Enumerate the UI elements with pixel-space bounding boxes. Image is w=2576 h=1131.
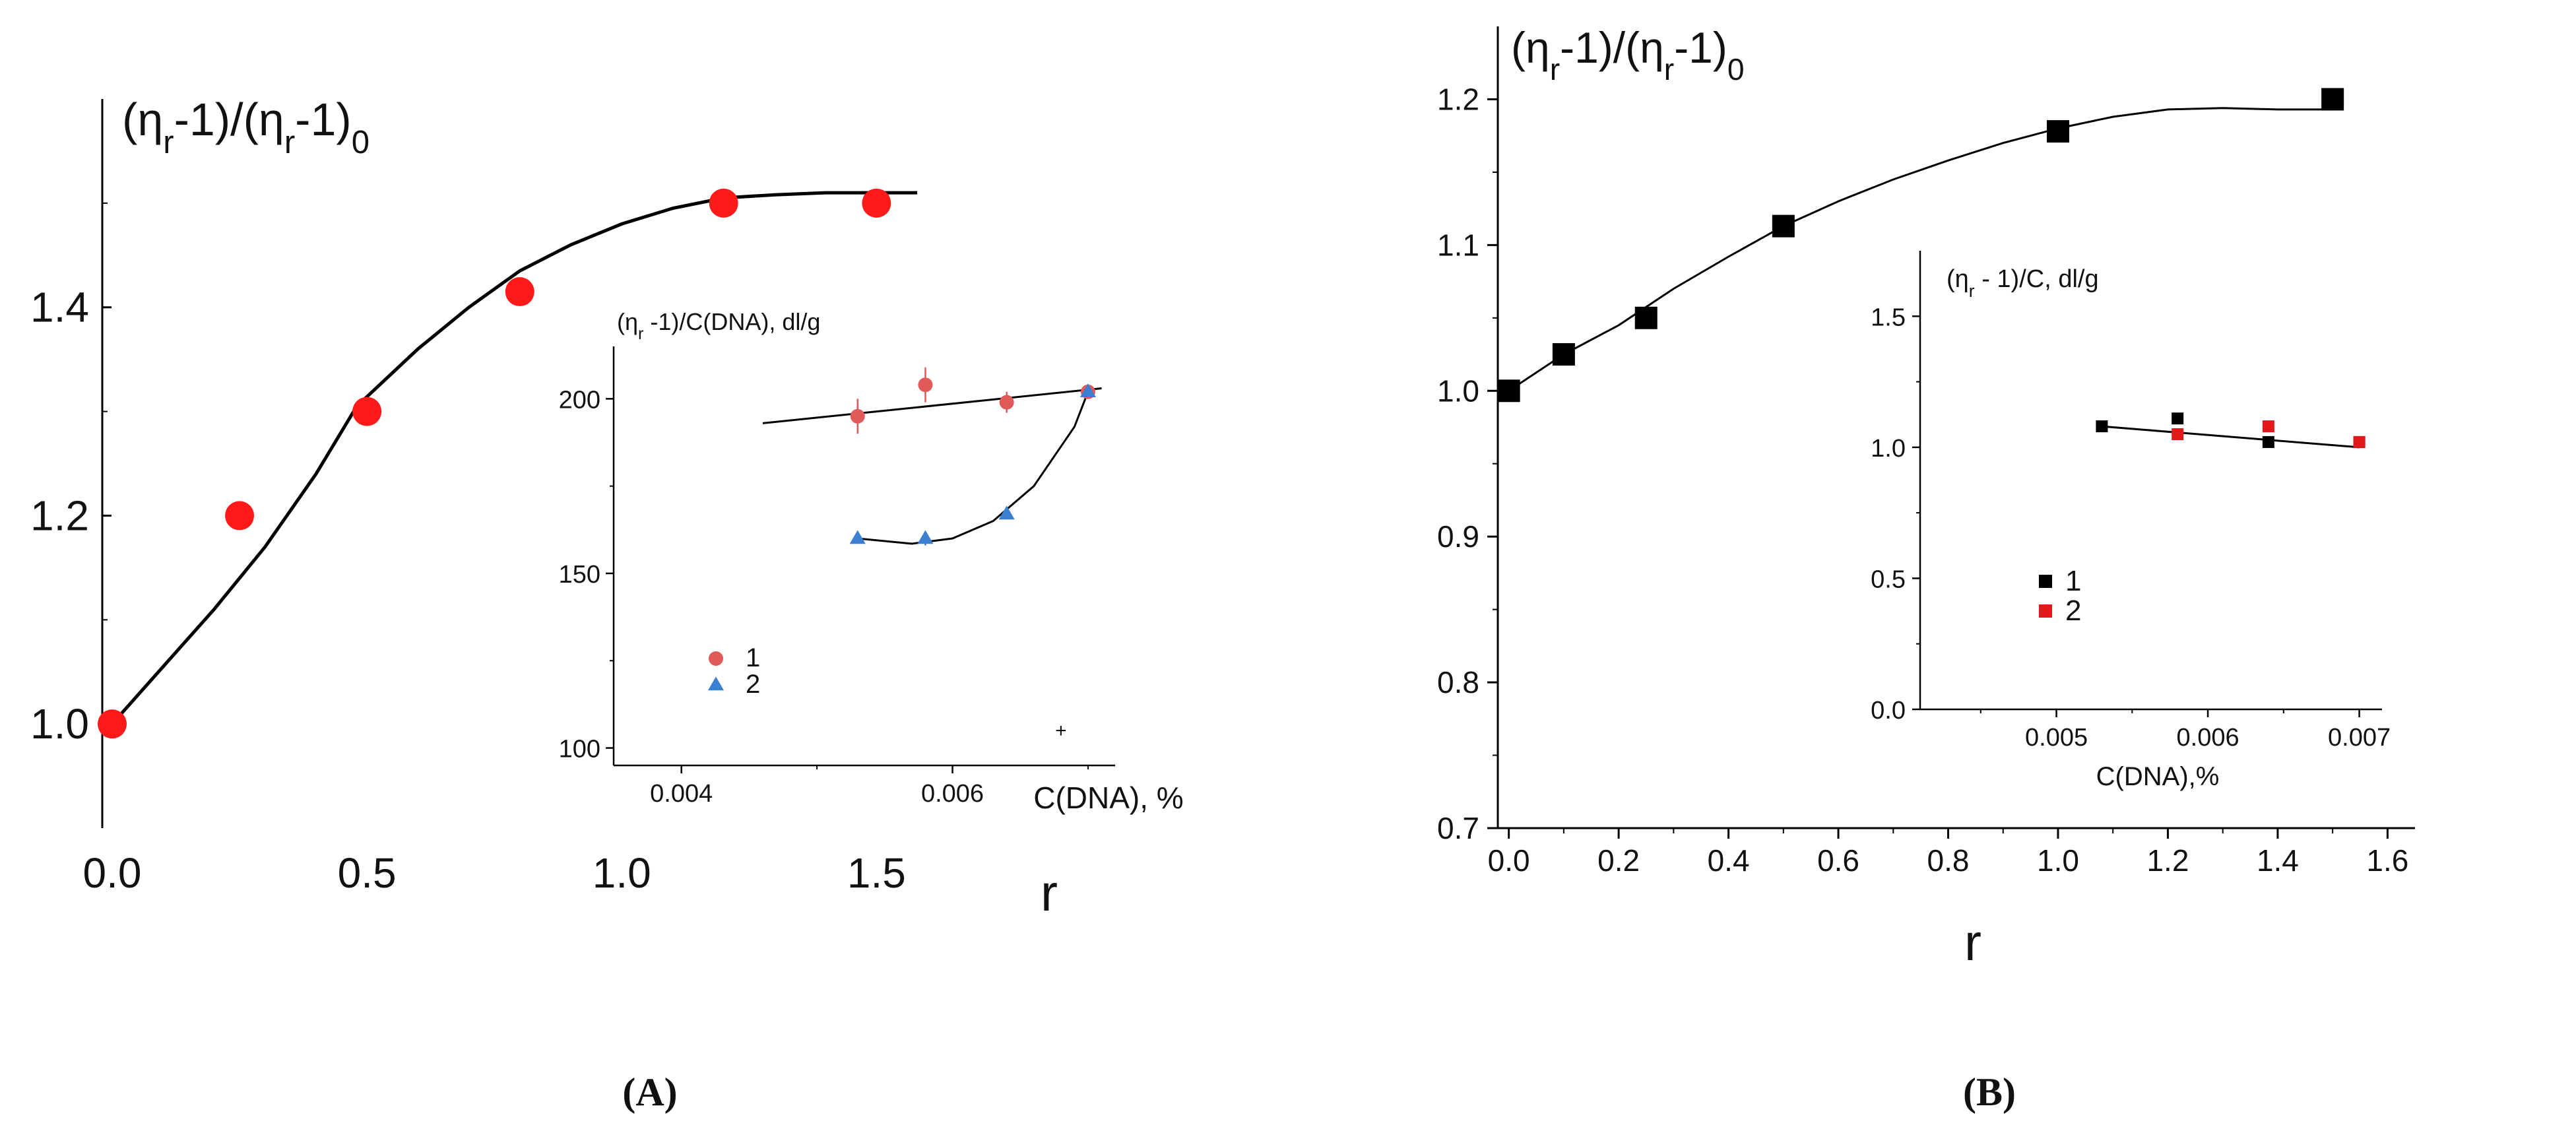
inset-a-legend-label-1: 1: [746, 643, 760, 672]
x-tick-label: 0.4: [1708, 843, 1750, 878]
x-tick-label: 1.0: [593, 849, 651, 897]
data-point: [709, 188, 738, 218]
inset-b-y-tick-label: 1.5: [1871, 304, 1906, 331]
inset-a-fit-line-2: [857, 391, 1089, 545]
inset-b-legend-marker-2: [2039, 604, 2052, 618]
x-tick-label: 0.0: [83, 849, 142, 897]
data-point: [505, 277, 534, 307]
inset-a-point-series-1: [850, 408, 865, 424]
inset-a-point-series-1: [918, 377, 933, 393]
x-axis-label: r: [1964, 913, 1981, 971]
inset-b-point-series-1: [2172, 412, 2184, 425]
inset-b-legend-label-2: 2: [2065, 595, 2081, 627]
y-tick-label: 1.0: [30, 700, 89, 748]
x-tick-label: 1.4: [2257, 843, 2299, 878]
inset-a-stray-mark: +: [1055, 720, 1067, 742]
data-point: [352, 397, 382, 426]
y-tick-label: 1.2: [1437, 82, 1479, 116]
inset-b-x-tick-label: 0.005: [2025, 724, 2088, 752]
inset-a-x-label: C(DNA), %: [1033, 781, 1183, 815]
y-tick-label: 0.9: [1437, 519, 1479, 554]
y-axis-label: (ηr-1)/(ηr-1)0: [122, 94, 370, 160]
inset-a-legend-marker-2: [707, 676, 724, 691]
inset-a-y-tick-label: 200: [559, 386, 600, 414]
y-tick-label: 1.0: [1437, 373, 1479, 408]
x-tick-label: 0.0: [1488, 843, 1530, 878]
inset-a-legend-label-2: 2: [746, 670, 760, 699]
inset-a-point-series-2: [1079, 383, 1097, 398]
data-point: [98, 709, 127, 739]
inset-a-point-series-1: [999, 395, 1014, 410]
inset-a-point-series-2: [917, 530, 934, 544]
chart-a: 1.0 1.2 1.4 0.0 0.5 1.0 1.5 r (ηr-1)/(ηr-1)0 100 1…: [30, 94, 1184, 1114]
data-point: [1552, 343, 1575, 366]
inset-a-x-tick-label: 0.006: [921, 780, 984, 808]
x-tick-label: 1.0: [2037, 843, 2079, 878]
inset-b-point-series-2: [2353, 436, 2366, 448]
inset-b-legend-marker-1: [2039, 575, 2052, 588]
inset-b-point-series-2: [2262, 420, 2274, 433]
x-axis-label: r: [1041, 864, 1058, 922]
x-tick-label: 0.5: [338, 849, 397, 897]
inset-b-x-tick-label: 0.006: [2177, 724, 2239, 752]
panel-label-a: (A): [622, 1070, 677, 1114]
y-axis-label: (ηr-1)/(ηr-1)0: [1511, 23, 1745, 86]
x-tick-label: 0.2: [1597, 843, 1640, 878]
chart-b: 0.7 0.8 0.9 1.0 1.1 1.2 0.0 0.2 0.4 0.6 0.8 1.0 1.2 1…: [1437, 23, 2415, 1114]
inset-b-point-series-1: [2262, 436, 2274, 448]
inset-b-legend-label-1: 1: [2065, 565, 2081, 597]
data-point: [2321, 88, 2344, 111]
inset-a-fit-line-1: [762, 387, 1102, 424]
inset-a-point-series-2: [849, 530, 866, 544]
data-point: [1634, 306, 1658, 329]
x-tick-label: 1.6: [2366, 843, 2408, 878]
inset-b-y-tick-label: 1.0: [1871, 435, 1906, 463]
inset-b-fit-line-1: [2102, 425, 2360, 449]
x-tick-label: 1.5: [847, 849, 906, 897]
inset-a-x-tick-label: 0.004: [650, 780, 713, 808]
data-point: [862, 188, 891, 218]
inset-b-point-series-2: [2172, 428, 2184, 440]
inset-b-y-tick-label: 0.0: [1871, 697, 1906, 725]
inset-a-y-tick-label: 100: [559, 736, 600, 763]
y-tick-label: 1.4: [30, 284, 89, 331]
inset-b-x-tick-label: 0.007: [2328, 724, 2391, 752]
y-tick-label: 1.2: [30, 492, 89, 539]
inset-b-point-series-1: [2096, 420, 2108, 433]
y-tick-label: 0.7: [1437, 811, 1479, 845]
fit-line: [111, 191, 918, 725]
inset-a-legend-marker-1: [709, 651, 723, 666]
panel-label-b: (B): [1963, 1070, 2016, 1114]
data-point: [2046, 120, 2069, 143]
data-point: [1772, 214, 1795, 238]
y-tick-label: 0.8: [1437, 665, 1479, 699]
x-tick-label: 0.6: [1817, 843, 1859, 878]
inset-a-y-label: (ηr -1)/C(DNA), dl/g: [617, 308, 820, 343]
x-tick-label: 1.2: [2146, 843, 2189, 878]
y-tick-label: 1.1: [1437, 228, 1479, 262]
inset-a-point-series-2: [998, 505, 1015, 520]
data-point: [1497, 379, 1520, 403]
inset-b-x-label: C(DNA),%: [2096, 762, 2220, 791]
inset-b-y-label: (ηr - 1)/C, dl/g: [1947, 265, 2099, 301]
inset-b-y-tick-label: 0.5: [1871, 566, 1906, 593]
x-tick-label: 0.8: [1927, 843, 1970, 878]
data-point: [225, 501, 255, 531]
inset-a-y-tick-label: 150: [559, 561, 600, 589]
